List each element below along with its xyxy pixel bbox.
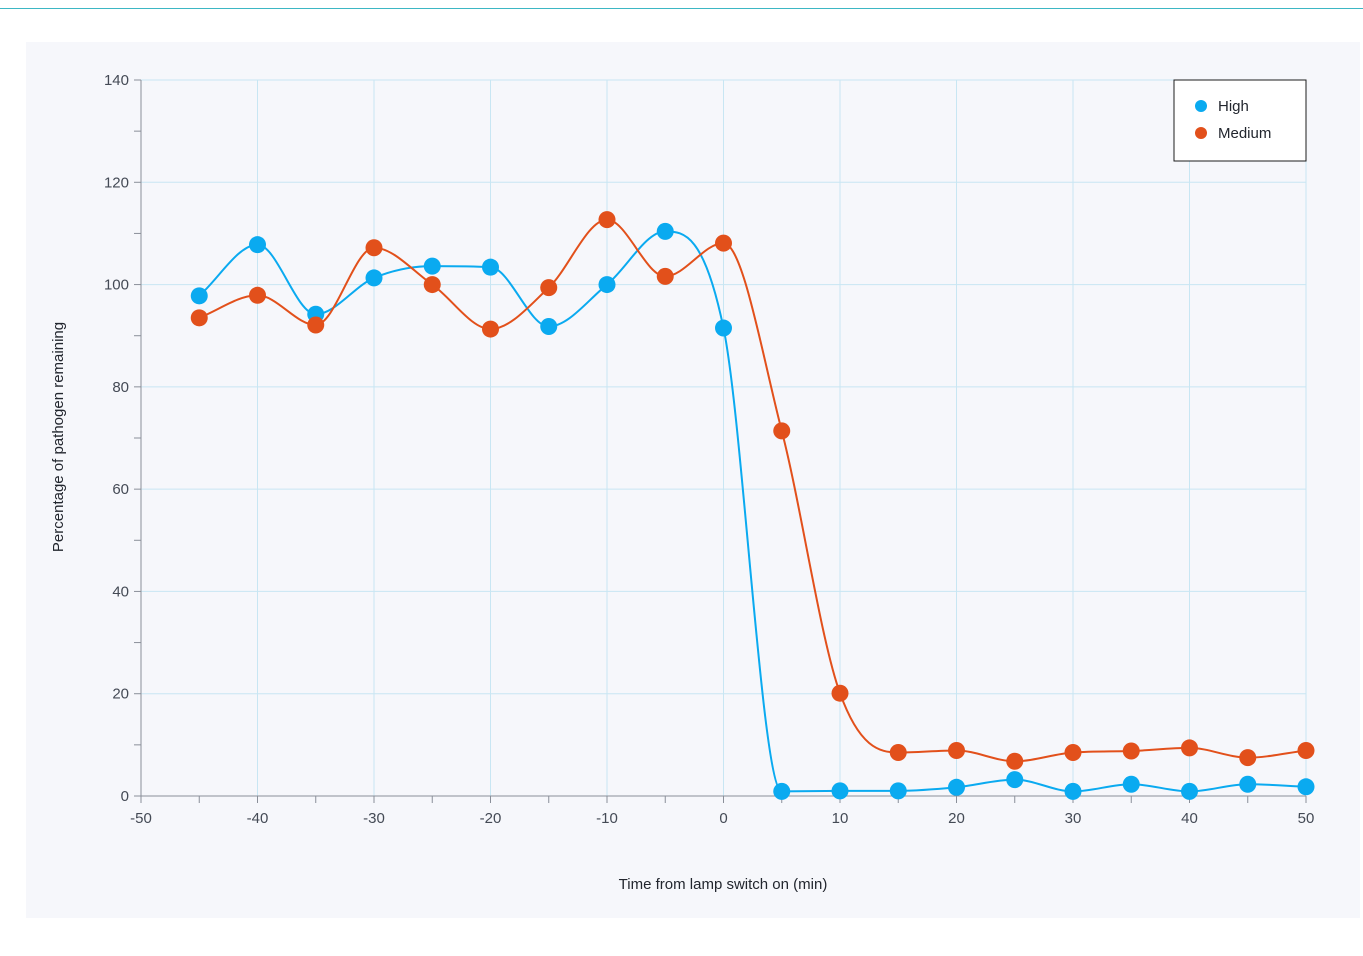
- y-tick-label: 0: [121, 788, 129, 805]
- legend-marker-high: [1195, 100, 1207, 112]
- data-point-medium: [1239, 749, 1257, 767]
- data-point-high: [249, 236, 266, 254]
- top-divider: [0, 8, 1363, 9]
- data-point-high: [1064, 782, 1082, 800]
- y-tick-label: 60: [112, 481, 129, 498]
- legend-marker-medium: [1195, 127, 1207, 139]
- series-points: [190, 211, 1315, 800]
- data-point-medium: [540, 279, 558, 297]
- data-point-medium: [1064, 744, 1082, 762]
- data-point-medium: [1006, 752, 1024, 770]
- x-tick-label: 20: [948, 810, 965, 827]
- data-point-high: [948, 778, 965, 796]
- series-line-high: [198, 230, 1307, 793]
- data-point-medium: [598, 211, 616, 229]
- x-tick-label: 50: [1298, 810, 1315, 827]
- data-point-high: [190, 287, 208, 305]
- data-point-medium: [773, 422, 791, 440]
- data-point-high: [598, 276, 616, 294]
- series-lines: [198, 218, 1307, 793]
- data-point-high: [656, 222, 674, 240]
- y-tick-label: 120: [104, 174, 129, 191]
- legend-box: [1173, 79, 1307, 162]
- data-point-medium: [249, 286, 266, 304]
- data-point-high: [423, 257, 441, 275]
- x-tick-label: 40: [1181, 810, 1198, 827]
- x-tick-label: -40: [247, 810, 269, 827]
- data-point-high: [1239, 775, 1257, 793]
- y-tick-label: 20: [112, 686, 129, 703]
- chart-panel: [26, 42, 1360, 918]
- y-tick-label: 100: [104, 277, 129, 294]
- x-tick-label: 10: [832, 810, 849, 827]
- x-tick-label: -30: [363, 810, 385, 827]
- data-point-high: [482, 258, 499, 276]
- x-tick-label: 30: [1065, 810, 1082, 827]
- y-axis-title: Percentage of pathogen remaining: [50, 322, 67, 552]
- data-point-medium: [190, 309, 208, 327]
- data-point-medium: [1122, 742, 1140, 760]
- data-point-high: [889, 782, 907, 800]
- data-point-medium: [948, 741, 965, 759]
- data-point-high: [831, 782, 849, 800]
- data-point-high: [1181, 782, 1198, 800]
- data-point-medium: [715, 234, 732, 252]
- data-point-medium: [365, 239, 383, 257]
- data-point-high: [1297, 778, 1315, 796]
- data-point-high: [365, 269, 383, 287]
- y-tick-label: 80: [112, 379, 129, 396]
- data-point-high: [540, 318, 558, 336]
- data-point-medium: [889, 744, 907, 762]
- grid-lines: [141, 79, 1307, 796]
- data-point-medium: [307, 316, 325, 334]
- data-point-medium: [1181, 739, 1198, 757]
- x-tick-label: -50: [130, 810, 152, 827]
- x-tick-label: -20: [480, 810, 502, 827]
- legend-label-medium: Medium: [1218, 125, 1271, 142]
- data-point-high: [715, 319, 732, 337]
- data-point-medium: [482, 320, 499, 338]
- x-tick-label: 0: [719, 810, 727, 827]
- data-point-medium: [656, 267, 674, 285]
- data-point-high: [773, 782, 791, 800]
- axes: 0 20 40 60 80 100 120 140 -50 -40 -30 -20 -10 0 10 20 30…: [104, 72, 1314, 827]
- data-point-medium: [831, 684, 849, 702]
- data-point-medium: [1297, 741, 1315, 759]
- y-tick-label: 140: [104, 72, 129, 89]
- x-axis-title: Time from lamp switch on (min): [619, 876, 828, 893]
- y-tick-label: 40: [112, 583, 129, 600]
- x-tick-label: -10: [596, 810, 618, 827]
- series-line-medium: [198, 218, 1307, 763]
- legend: High Medium: [1173, 79, 1307, 162]
- data-point-medium: [423, 276, 441, 294]
- data-point-high: [1122, 775, 1140, 793]
- legend-label-high: High: [1218, 98, 1249, 115]
- data-point-high: [1006, 771, 1024, 789]
